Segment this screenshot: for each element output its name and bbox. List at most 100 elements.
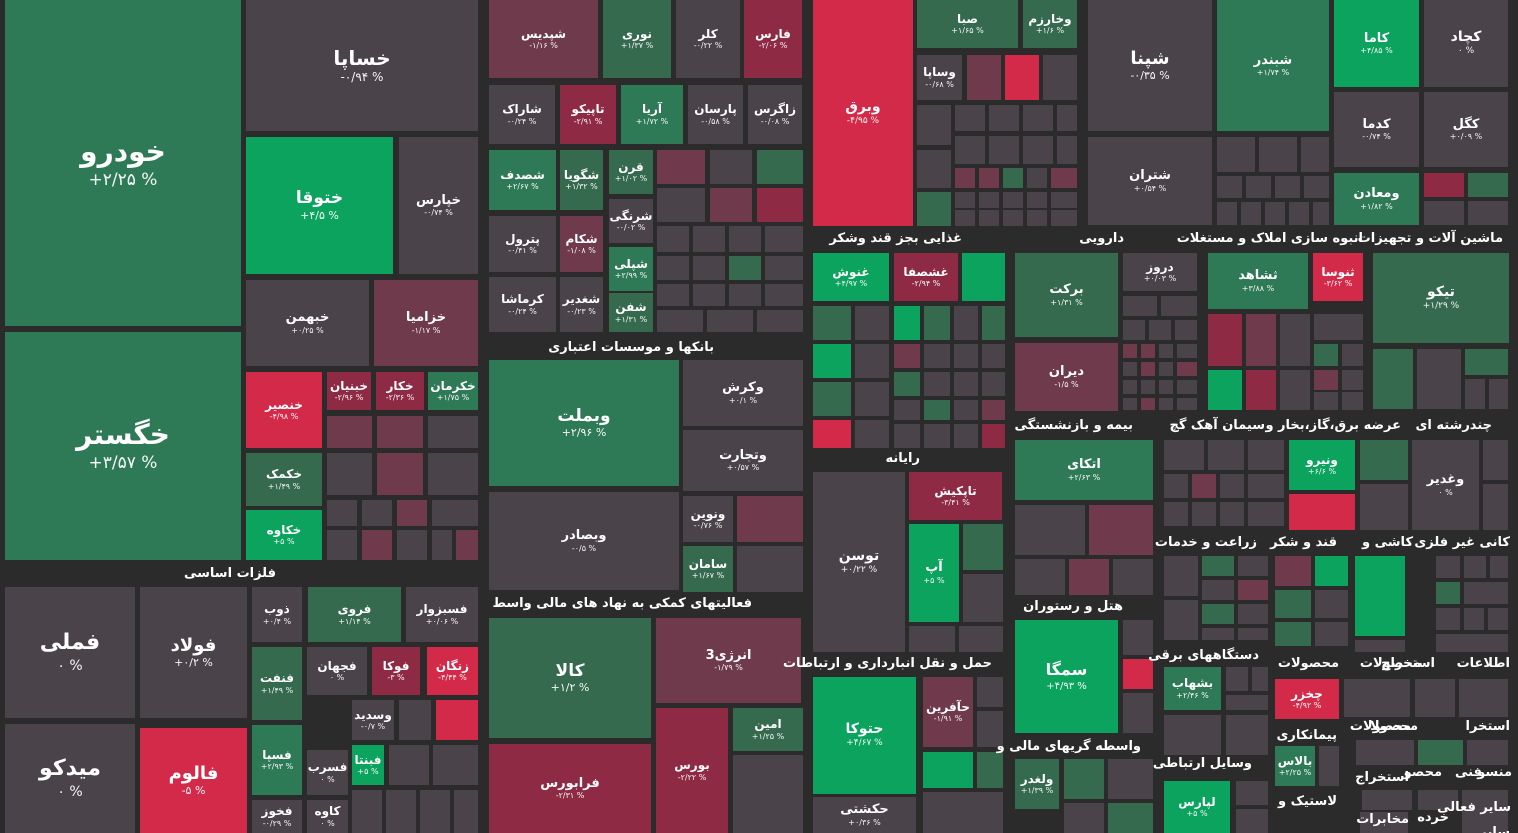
heatmap-tile[interactable] — [917, 192, 951, 226]
heatmap-tile[interactable]: زنگان -۴/۴۴ % — [427, 647, 478, 695]
heatmap-tile[interactable] — [432, 530, 452, 560]
heatmap-tile[interactable] — [962, 253, 1005, 301]
heatmap-tile[interactable]: غشصفا -۲/۹۴ % — [894, 253, 958, 301]
heatmap-tile[interactable] — [1202, 580, 1234, 600]
heatmap-tile[interactable]: شپلی +۲/۹۹ % — [609, 247, 653, 291]
heatmap-tile[interactable] — [757, 188, 803, 222]
heatmap-tile[interactable] — [352, 790, 382, 833]
heatmap-tile[interactable] — [1275, 590, 1311, 618]
heatmap-tile[interactable] — [1123, 380, 1137, 394]
heatmap-tile[interactable]: وتجارت +۰/۵۷ % — [683, 430, 803, 491]
heatmap-tile[interactable] — [1483, 440, 1508, 480]
heatmap-tile[interactable] — [1027, 210, 1047, 226]
heatmap-tile[interactable] — [1161, 296, 1197, 316]
heatmap-tile[interactable]: ثنوسا -۳/۶۲ % — [1313, 253, 1363, 301]
heatmap-tile[interactable] — [963, 574, 1003, 622]
heatmap-tile[interactable] — [1003, 210, 1023, 226]
heatmap-tile[interactable] — [923, 792, 1003, 833]
heatmap-tile[interactable]: کاوه ۰ % — [307, 800, 348, 833]
heatmap-tile[interactable] — [1159, 380, 1173, 394]
heatmap-tile[interactable]: خبهمن +۰/۲۵ % — [246, 280, 369, 366]
heatmap-tile[interactable] — [327, 453, 372, 495]
heatmap-tile[interactable] — [1051, 192, 1077, 208]
heatmap-tile[interactable] — [982, 400, 1005, 420]
heatmap-tile[interactable] — [1164, 556, 1198, 596]
heatmap-tile[interactable] — [1465, 379, 1485, 409]
heatmap-tile[interactable]: خبنیان -۲/۹۶ % — [327, 372, 371, 410]
heatmap-tile[interactable] — [729, 256, 761, 280]
heatmap-tile[interactable] — [1246, 314, 1276, 366]
heatmap-tile[interactable] — [1064, 759, 1104, 799]
heatmap-tile[interactable] — [1141, 362, 1155, 376]
heatmap-tile[interactable]: وبرق -۴/۹۵ % — [813, 0, 913, 226]
heatmap-tile[interactable] — [917, 105, 951, 145]
heatmap-tile[interactable] — [1360, 440, 1408, 480]
heatmap-tile[interactable] — [1027, 168, 1047, 188]
heatmap-tile[interactable] — [1314, 344, 1338, 366]
heatmap-tile[interactable] — [1459, 679, 1508, 717]
heatmap-tile[interactable] — [894, 344, 920, 368]
heatmap-tile[interactable] — [1051, 168, 1077, 188]
heatmap-tile[interactable] — [327, 530, 357, 560]
heatmap-tile[interactable] — [1241, 202, 1261, 225]
heatmap-tile[interactable] — [1252, 667, 1268, 691]
heatmap-tile[interactable] — [377, 453, 423, 495]
heatmap-tile[interactable]: شصدف +۲/۶۷ % — [489, 150, 556, 210]
heatmap-tile[interactable] — [1360, 484, 1408, 530]
heatmap-tile[interactable] — [1275, 622, 1311, 646]
heatmap-tile[interactable] — [765, 226, 803, 252]
heatmap-tile[interactable] — [1248, 440, 1284, 470]
heatmap-tile[interactable] — [1436, 634, 1508, 652]
heatmap-tile[interactable] — [1314, 370, 1338, 390]
heatmap-tile[interactable]: وغدیر ۰ % — [1412, 440, 1479, 530]
heatmap-tile[interactable]: ومعادن +۱/۸۲ % — [1334, 173, 1419, 225]
heatmap-tile[interactable] — [1289, 494, 1355, 530]
heatmap-tile[interactable] — [813, 306, 851, 340]
heatmap-tile[interactable] — [1141, 380, 1155, 394]
heatmap-tile[interactable] — [1159, 362, 1173, 376]
heatmap-tile[interactable]: آپ +۵ % — [909, 524, 959, 622]
heatmap-tile[interactable] — [1355, 556, 1405, 636]
heatmap-tile[interactable]: فملی ۰ % — [5, 587, 135, 718]
heatmap-tile[interactable] — [813, 420, 851, 448]
heatmap-tile[interactable]: غنوش +۴/۹۷ % — [813, 253, 889, 301]
heatmap-tile[interactable]: شبندر +۱/۷۴ % — [1217, 0, 1329, 131]
heatmap-tile[interactable] — [1246, 370, 1276, 410]
heatmap-tile[interactable] — [1464, 556, 1486, 578]
heatmap-tile[interactable] — [1123, 296, 1157, 316]
heatmap-tile[interactable] — [1023, 105, 1053, 131]
heatmap-tile[interactable] — [1301, 137, 1329, 172]
heatmap-tile[interactable]: امین +۱/۲۵ % — [733, 708, 803, 751]
heatmap-tile[interactable]: وکرش +۰/۱ % — [683, 360, 803, 426]
heatmap-tile[interactable] — [1468, 201, 1508, 225]
heatmap-tile[interactable] — [1424, 201, 1464, 225]
heatmap-tile[interactable] — [1208, 370, 1242, 410]
heatmap-tile[interactable] — [1057, 136, 1077, 164]
heatmap-tile[interactable] — [733, 755, 803, 833]
heatmap-tile[interactable] — [813, 344, 851, 378]
heatmap-tile[interactable] — [1043, 55, 1077, 100]
heatmap-tile[interactable]: دیران -۱/۵ % — [1015, 343, 1118, 411]
heatmap-tile[interactable] — [989, 136, 1019, 164]
heatmap-tile[interactable] — [1259, 137, 1297, 172]
heatmap-tile[interactable] — [1175, 320, 1197, 340]
heatmap-tile[interactable] — [1208, 314, 1242, 366]
heatmap-tile[interactable] — [1344, 679, 1410, 717]
heatmap-tile[interactable] — [693, 226, 725, 252]
heatmap-tile[interactable]: ونیرو +۶/۶ % — [1289, 440, 1355, 490]
heatmap-tile[interactable] — [1113, 559, 1153, 595]
heatmap-tile[interactable]: حکشتی +۰/۳۶ % — [813, 797, 916, 833]
heatmap-tile[interactable]: قرن +۱/۰۲ % — [609, 150, 653, 194]
heatmap-tile[interactable] — [1436, 582, 1460, 604]
heatmap-tile[interactable]: برکت +۱/۳۱ % — [1015, 253, 1118, 337]
heatmap-tile[interactable]: سمگا +۴/۹۳ % — [1015, 620, 1118, 733]
heatmap-tile[interactable] — [657, 310, 703, 332]
heatmap-tile[interactable] — [1220, 502, 1244, 526]
heatmap-tile[interactable] — [989, 105, 1019, 131]
heatmap-tile[interactable] — [389, 745, 429, 785]
heatmap-tile[interactable] — [1265, 202, 1285, 225]
heatmap-tile[interactable] — [1123, 320, 1145, 340]
heatmap-tile[interactable] — [1304, 176, 1329, 198]
heatmap-tile[interactable] — [1342, 370, 1363, 390]
heatmap-tile[interactable]: نوری +۱/۳۷ % — [603, 0, 671, 78]
